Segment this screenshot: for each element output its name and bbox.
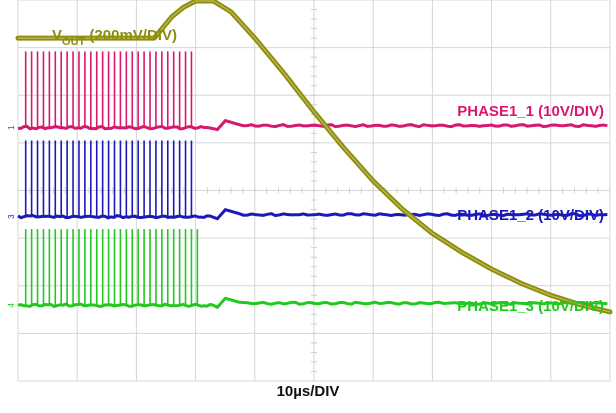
trace-1-baseline — [17, 118, 608, 132]
vout-name: V — [52, 27, 62, 44]
trace-2-baseline — [17, 207, 608, 221]
grid — [17, 0, 611, 382]
channel-tag: 4 — [7, 303, 16, 308]
channel-tag: 3 — [7, 214, 16, 219]
channel-tag: 1 — [7, 125, 16, 130]
series-label-phase1-2: PHASE1_2 (10V/DIV) — [457, 207, 604, 224]
timebase-label: 10µs/DIV — [276, 383, 340, 400]
trace-3-baseline — [17, 296, 608, 310]
vout-scale: (200mV/DIV) — [85, 27, 177, 44]
trace-labels: VOUT (200mV/DIV) PHASE1_1 (10V/DIV) PHAS… — [52, 27, 604, 315]
traces — [15, 0, 613, 315]
series-label-phase1-1: PHASE1_1 (10V/DIV) — [457, 103, 604, 120]
vout-subscript: OUT — [62, 36, 86, 48]
series-label-vout: VOUT (200mV/DIV) — [52, 27, 177, 48]
channel-tags: 1 3 4 — [7, 125, 16, 308]
oscilloscope-plot: 1 3 4 VOUT (200mV/DIV) PHASE1_1 (10V/DIV) … — [7, 0, 613, 382]
vout-trace-highlight — [18, 0, 611, 313]
series-label-phase1-3: PHASE1_3 (10V/DIV) — [457, 298, 604, 315]
